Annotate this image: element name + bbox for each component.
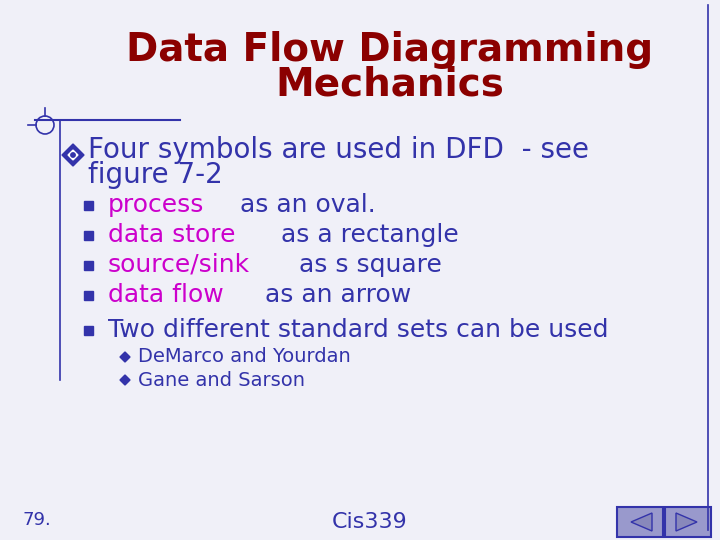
Polygon shape (62, 144, 84, 166)
Text: as a rectangle: as a rectangle (272, 223, 458, 247)
FancyBboxPatch shape (84, 291, 93, 300)
FancyBboxPatch shape (84, 231, 93, 240)
Polygon shape (120, 375, 130, 385)
Text: Two different standard sets can be used: Two different standard sets can be used (108, 318, 608, 342)
Text: data store: data store (108, 223, 235, 247)
Text: DeMarco and Yourdan: DeMarco and Yourdan (138, 348, 351, 367)
Text: data flow: data flow (108, 283, 224, 307)
FancyBboxPatch shape (84, 261, 93, 270)
Text: Four symbols are used in DFD  - see: Four symbols are used in DFD - see (88, 136, 589, 164)
Polygon shape (68, 150, 78, 160)
FancyBboxPatch shape (617, 507, 663, 537)
FancyBboxPatch shape (84, 326, 93, 335)
Text: figure 7-2: figure 7-2 (88, 161, 222, 189)
Text: as an oval.: as an oval. (233, 193, 376, 217)
Polygon shape (120, 352, 130, 362)
Text: as s square: as s square (292, 253, 442, 277)
Text: 79.: 79. (22, 511, 50, 529)
Text: Gane and Sarson: Gane and Sarson (138, 370, 305, 389)
Text: source/sink: source/sink (108, 253, 250, 277)
Text: Cis339: Cis339 (332, 512, 408, 532)
Text: Data Flow Diagramming: Data Flow Diagramming (127, 31, 654, 69)
Text: Mechanics: Mechanics (276, 66, 505, 104)
FancyBboxPatch shape (665, 507, 711, 537)
Polygon shape (676, 513, 697, 531)
Text: process: process (108, 193, 204, 217)
FancyBboxPatch shape (84, 201, 93, 210)
Text: as an arrow: as an arrow (257, 283, 412, 307)
Polygon shape (631, 513, 652, 531)
Circle shape (71, 153, 75, 157)
